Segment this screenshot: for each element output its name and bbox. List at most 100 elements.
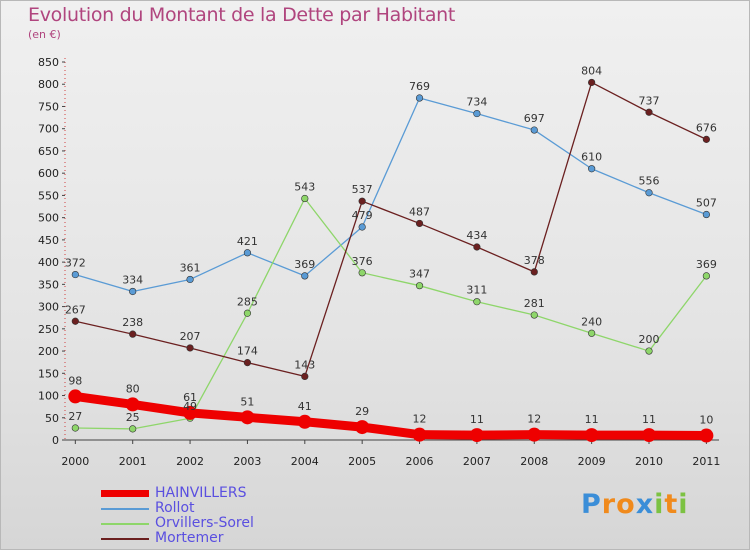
data-label: 267 xyxy=(65,303,86,316)
data-label: 12 xyxy=(527,413,541,426)
y-tick-label: 100 xyxy=(38,390,59,403)
logo-letter: x xyxy=(635,489,655,520)
data-label: 610 xyxy=(581,151,602,164)
x-tick-label: 2002 xyxy=(176,455,204,468)
data-point xyxy=(699,428,714,443)
data-label: 543 xyxy=(294,181,315,194)
data-point xyxy=(527,427,542,442)
legend-swatch xyxy=(101,508,149,510)
data-point xyxy=(71,317,79,325)
series-line-mortemer xyxy=(74,81,708,378)
data-point xyxy=(355,420,370,435)
data-label: 25 xyxy=(126,411,140,424)
data-point xyxy=(358,269,366,277)
x-tick-label: 2010 xyxy=(635,455,663,468)
data-point xyxy=(240,410,255,425)
data-point xyxy=(412,427,427,442)
data-label: 11 xyxy=(585,413,599,426)
data-label: 285 xyxy=(237,295,258,308)
chart-title: Evolution du Montant de la Dette par Hab… xyxy=(28,4,456,26)
data-point xyxy=(642,428,657,443)
data-label: 98 xyxy=(68,374,82,387)
data-point xyxy=(645,189,653,197)
data-point xyxy=(588,329,596,337)
x-tick-label: 2009 xyxy=(578,455,606,468)
legend-label: Rollot xyxy=(155,500,195,516)
x-tick-label: 2005 xyxy=(348,455,376,468)
data-labels: 372 334 361 421 369 479 769 734 697 610 556 507 27 25… xyxy=(65,64,717,426)
data-label: 11 xyxy=(470,413,484,426)
data-point xyxy=(584,428,599,443)
data-point xyxy=(469,428,484,443)
data-point xyxy=(702,210,710,219)
data-point xyxy=(129,330,137,338)
data-label: 12 xyxy=(413,413,427,426)
data-point xyxy=(301,372,309,381)
y-tick-label: 650 xyxy=(38,145,59,158)
data-point xyxy=(473,298,481,306)
data-label: 200 xyxy=(639,333,660,346)
data-point xyxy=(301,272,309,280)
data-label: 676 xyxy=(696,121,717,134)
data-label: 369 xyxy=(294,258,315,271)
x-tick-label: 2007 xyxy=(463,455,491,468)
data-point xyxy=(186,275,194,284)
legend-swatch xyxy=(101,538,149,540)
logo-letter: r xyxy=(601,489,617,520)
logo-letter: i xyxy=(678,489,689,520)
series-line-rollot xyxy=(74,97,708,293)
data-point xyxy=(186,344,194,352)
data-point xyxy=(243,249,252,257)
data-label: 238 xyxy=(122,316,143,329)
y-tick-label: 200 xyxy=(38,345,59,358)
data-point xyxy=(243,309,252,317)
axes: 0 50 100 150 200 250 300 350 400 450 500 550 600 650 7… xyxy=(38,56,720,468)
data-point xyxy=(588,165,596,173)
series-line-orvillers-sorel xyxy=(74,197,708,430)
x-tick-label: 2001 xyxy=(119,455,147,468)
data-point xyxy=(415,282,424,290)
data-label: 334 xyxy=(122,273,143,286)
data-label: 487 xyxy=(409,205,430,218)
data-point xyxy=(68,389,83,404)
legend-swatch xyxy=(101,490,149,497)
data-label: 143 xyxy=(294,358,315,371)
y-tick-label: 700 xyxy=(38,123,59,136)
x-tick-label: 2004 xyxy=(291,455,319,468)
data-point xyxy=(129,425,137,433)
x-tick-label: 2003 xyxy=(233,455,261,468)
data-label: 537 xyxy=(352,183,373,196)
data-point xyxy=(71,270,79,279)
data-label: 372 xyxy=(65,257,86,270)
data-label: 51 xyxy=(240,395,254,408)
data-point xyxy=(530,311,538,319)
data-label: 734 xyxy=(466,96,487,109)
data-point xyxy=(71,424,79,432)
data-point xyxy=(297,414,312,429)
data-label: 737 xyxy=(639,94,660,107)
data-point xyxy=(473,243,481,251)
data-point xyxy=(415,219,424,228)
y-tick-label: 350 xyxy=(38,278,59,291)
data-label: 556 xyxy=(639,175,660,188)
data-point xyxy=(530,268,538,276)
y-tick-label: 450 xyxy=(38,234,59,247)
data-point xyxy=(129,287,137,296)
data-label: 697 xyxy=(524,112,545,125)
data-label: 369 xyxy=(696,258,717,271)
y-tick-label: 750 xyxy=(38,100,59,113)
data-point xyxy=(358,197,366,205)
data-label: 769 xyxy=(409,80,430,93)
data-label: 11 xyxy=(642,413,656,426)
y-tick-label: 800 xyxy=(38,78,59,91)
data-label: 804 xyxy=(581,64,602,77)
legend-label: Mortemer xyxy=(155,530,224,546)
legend-label: Orvillers-Sorel xyxy=(155,515,254,531)
x-tick-label: 2006 xyxy=(406,455,434,468)
data-point xyxy=(588,78,596,87)
chart-subtitle: (en €) xyxy=(28,28,61,41)
data-point xyxy=(183,405,198,420)
data-point xyxy=(645,108,653,116)
x-tick-label: 2011 xyxy=(692,455,720,468)
